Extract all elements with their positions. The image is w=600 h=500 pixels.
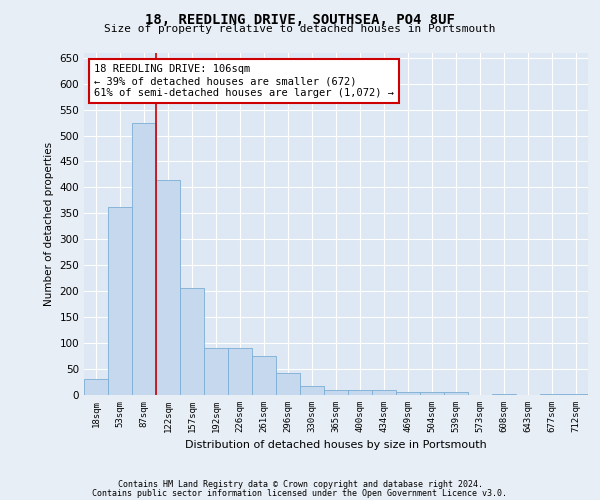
Bar [372,390,396,395]
Bar [444,392,468,395]
Text: 18 REEDLING DRIVE: 106sqm
← 39% of detached houses are smaller (672)
61% of semi: 18 REEDLING DRIVE: 106sqm ← 39% of detac… [94,64,394,98]
Bar [540,394,564,395]
X-axis label: Distribution of detached houses by size in Portsmouth: Distribution of detached houses by size … [185,440,487,450]
Bar [108,207,132,395]
Bar [228,348,252,395]
Bar [204,348,228,395]
Text: Size of property relative to detached houses in Portsmouth: Size of property relative to detached ho… [104,24,496,34]
Y-axis label: Number of detached properties: Number of detached properties [44,142,54,306]
Bar [492,394,516,395]
Text: 18, REEDLING DRIVE, SOUTHSEA, PO4 8UF: 18, REEDLING DRIVE, SOUTHSEA, PO4 8UF [145,12,455,26]
Bar [300,386,324,395]
Bar [348,390,372,395]
Bar [276,373,300,395]
Text: Contains HM Land Registry data © Crown copyright and database right 2024.: Contains HM Land Registry data © Crown c… [118,480,482,489]
Bar [84,380,108,395]
Bar [132,123,156,395]
Text: Contains public sector information licensed under the Open Government Licence v3: Contains public sector information licen… [92,488,508,498]
Bar [156,180,180,395]
Bar [396,392,420,395]
Bar [324,390,348,395]
Bar [564,394,588,395]
Bar [252,356,276,395]
Bar [180,288,204,395]
Bar [420,392,444,395]
